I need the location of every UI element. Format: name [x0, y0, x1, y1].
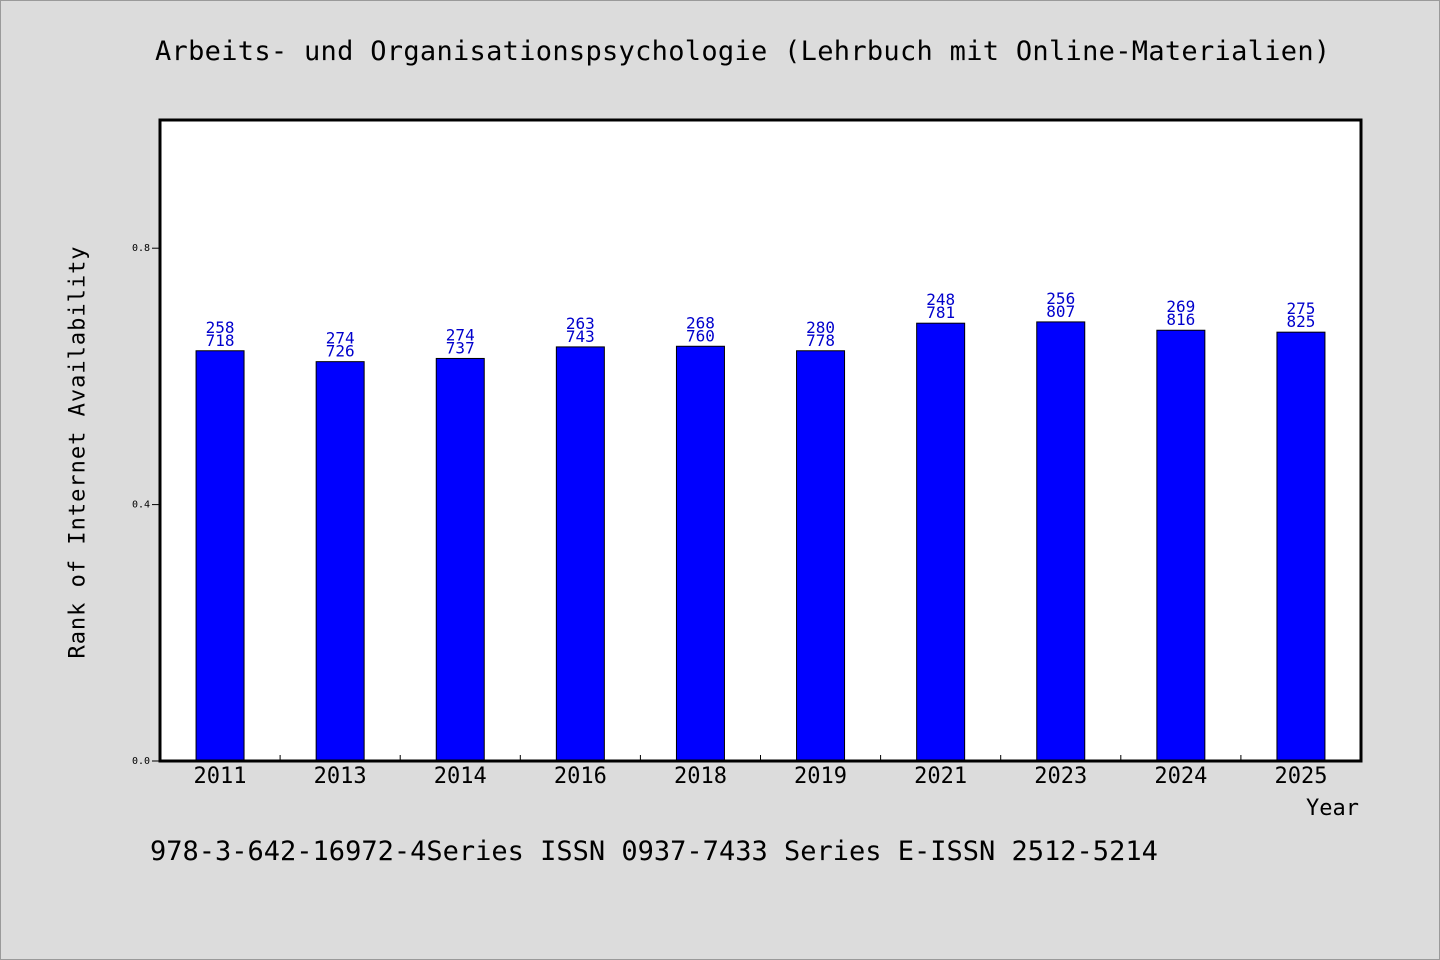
bar-label-top-2014: 274	[446, 325, 475, 344]
bar-label-bottom-2024: 816	[1166, 310, 1195, 329]
bar-label-bottom-2013: 726	[326, 342, 355, 361]
bar-label-bottom-2019: 778	[806, 331, 835, 350]
y-tick-label-2: 0.8	[132, 243, 150, 254]
x-tick-label-2025: 2025	[1274, 764, 1327, 789]
bar-label-bottom-2023: 807	[1046, 302, 1075, 321]
bar-label-bottom-2014: 737	[446, 338, 475, 357]
bar-2019	[796, 350, 846, 762]
bar-label-top-2025: 275	[1286, 299, 1315, 318]
bar-label-top-2018: 268	[686, 313, 715, 332]
bar-label-top-2019: 280	[806, 318, 835, 337]
x-tick-label-2011: 2011	[194, 764, 247, 789]
bar-label-top-2023: 256	[1046, 289, 1075, 308]
bar-label-top-2011: 258	[206, 318, 235, 337]
bar-label-top-2024: 269	[1166, 297, 1195, 316]
bar-2023	[1036, 321, 1086, 762]
bar-label-top-2013: 274	[326, 329, 355, 348]
bar-label-top-2016: 263	[566, 314, 595, 333]
x-tick-label-2023: 2023	[1034, 764, 1087, 789]
bar-2014	[435, 357, 485, 762]
bar-label-bottom-2011: 718	[206, 331, 235, 350]
bar-2024	[1156, 329, 1206, 762]
bar-label-bottom-2016: 743	[566, 327, 595, 346]
bar-2025	[1276, 331, 1326, 762]
x-tick-label-2013: 2013	[314, 764, 367, 789]
bar-2013	[315, 361, 365, 762]
y-axis: 0.0 0.4 0.8	[132, 243, 160, 767]
x-tick-label-2016: 2016	[554, 764, 607, 789]
x-tick-label-2021: 2021	[914, 764, 967, 789]
x-tick-label-2019: 2019	[794, 764, 847, 789]
bar-2021	[916, 322, 966, 762]
bar-label-bottom-2021: 781	[926, 303, 955, 322]
x-tick-label-2024: 2024	[1154, 764, 1207, 789]
bar-2016	[555, 346, 605, 762]
bars-group	[195, 321, 1326, 762]
x-tick-label-2018: 2018	[674, 764, 727, 789]
bar-label-top-2021: 248	[926, 290, 955, 309]
chart-title: Arbeits- und Organisationspsychologie (L…	[155, 36, 1331, 67]
x-tick-label-2014: 2014	[434, 764, 487, 789]
y-tick-label-1: 0.4	[132, 500, 150, 511]
y-tick-label-0: 0.0	[132, 756, 150, 767]
footer-isbn-issn: 978-3-642-16972-4Series ISSN 0937-7433 S…	[150, 836, 1158, 867]
bar-label-bottom-2018: 760	[686, 326, 715, 345]
bar-2011	[195, 350, 245, 762]
bar-label-bottom-2025: 825	[1286, 312, 1315, 331]
x-axis-label: Year	[1306, 796, 1359, 821]
x-axis: 2011 2013 2014 2016 2018 2019 2021 2023 2024 2025	[194, 755, 1327, 789]
bar-2018	[675, 345, 725, 762]
plot-border	[158, 118, 1363, 763]
